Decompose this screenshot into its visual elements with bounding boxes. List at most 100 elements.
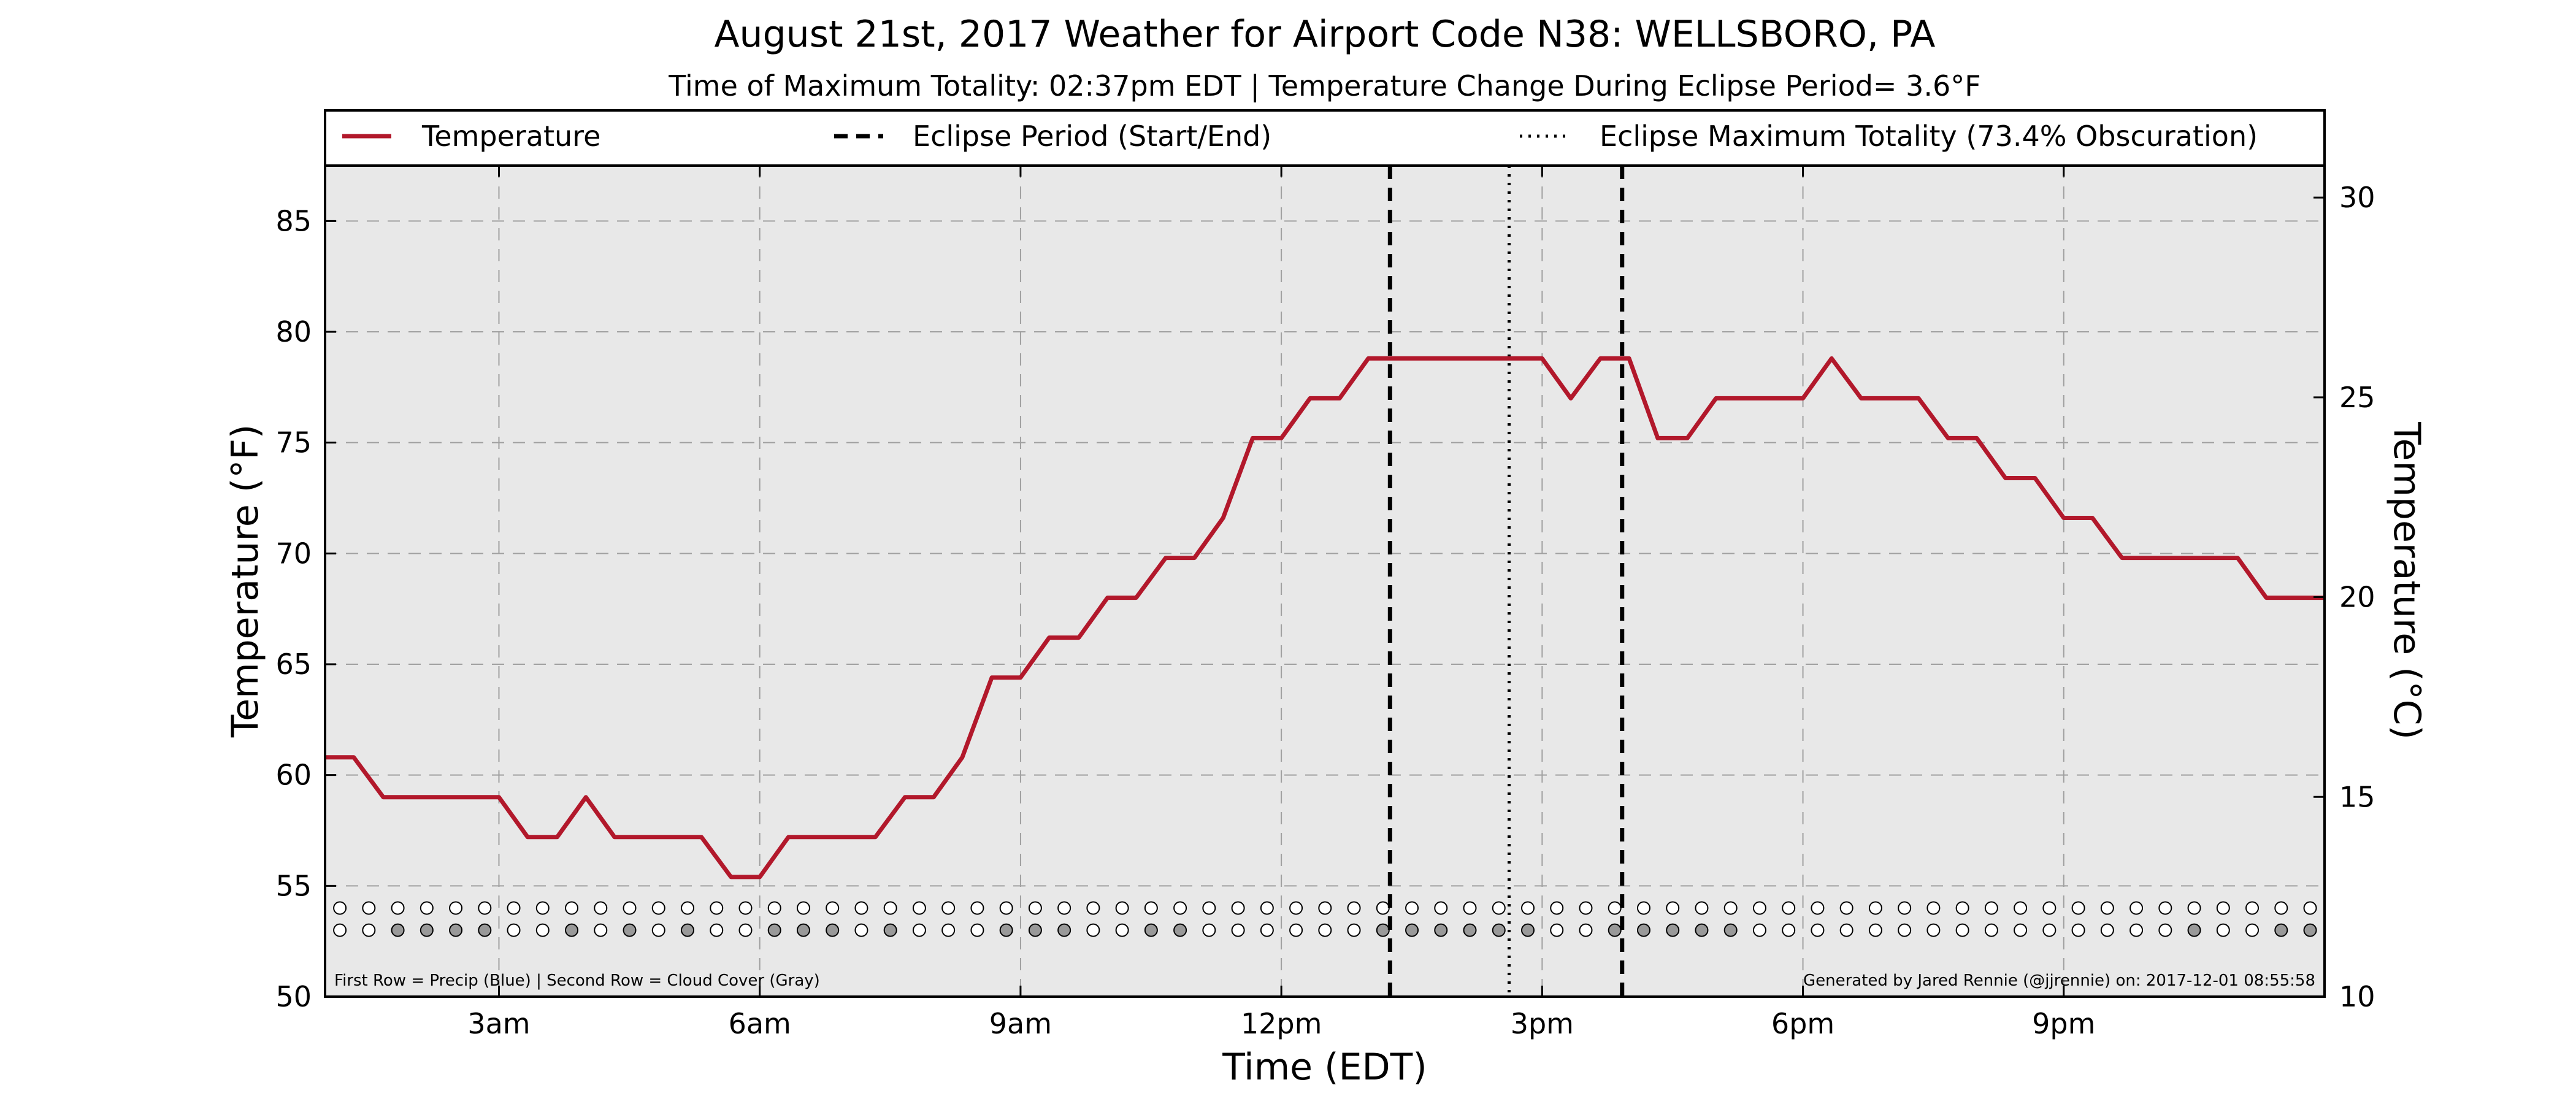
precip-marker (565, 901, 579, 915)
y-tick-label: 50 (275, 980, 312, 1013)
precip-marker (2245, 901, 2260, 915)
y2-axis-label: Temperature (°C) (2385, 421, 2428, 740)
cloud-marker (1984, 923, 1998, 937)
cloud-marker (420, 923, 434, 937)
cloud-marker (1318, 923, 1332, 937)
cloud-marker (2216, 923, 2230, 937)
precip-marker (1144, 901, 1158, 915)
y-axis-label: Temperature (°F) (224, 424, 267, 738)
x-tick-label: 3am (467, 1007, 530, 1040)
cloud-marker (2014, 923, 2028, 937)
precip-marker (1376, 901, 1390, 915)
series-layer (325, 356, 2325, 880)
precip-marker (1318, 901, 1332, 915)
cloud-marker (1868, 923, 1882, 937)
y2-tick-label: 20 (2339, 581, 2375, 614)
footnote-left: First Row = Precip (Blue) | Second Row =… (334, 972, 820, 990)
y2-tick-label: 15 (2339, 780, 2375, 813)
precip-marker (738, 901, 753, 915)
cloud-marker (680, 923, 694, 937)
precip-marker (1550, 901, 1564, 915)
precip-marker (2014, 901, 2028, 915)
plot-area (325, 166, 2325, 997)
x-axis-ticks: 3am 6am 9am 12pm 3pm 6pm 9pm (467, 166, 2095, 1040)
legend-label-eclipse-max: Eclipse Maximum Totality (73.4% Obscurat… (1600, 120, 2258, 153)
cloud-marker (999, 923, 1013, 937)
precip-marker (1608, 901, 1622, 915)
cloud-marker (1550, 923, 1564, 937)
legend-item-temperature: Temperature (342, 120, 600, 153)
legend-label-temperature: Temperature (421, 120, 600, 153)
precip-marker (1260, 901, 1274, 915)
cloud-marker (1636, 923, 1650, 937)
cloud-marker (2100, 923, 2114, 937)
precip-marker (651, 901, 665, 915)
precip-marker (970, 901, 984, 915)
chart-subtitle: Time of Maximum Totality: 02:37pm EDT | … (668, 69, 1980, 103)
precip-marker (1898, 901, 1912, 915)
cloud-marker (710, 923, 724, 937)
y2-tick-label: 10 (2339, 980, 2375, 1013)
x-tick-label: 12pm (1241, 1007, 1322, 1040)
cloud-marker (478, 923, 492, 937)
precip-marker (1955, 901, 1969, 915)
precip-marker (1463, 901, 1477, 915)
cloud-marker (2303, 923, 2317, 937)
cloud-marker (1434, 923, 1448, 937)
precip-marker (391, 901, 405, 915)
precip-marker (796, 901, 810, 915)
x-tick-label: 6pm (1771, 1007, 1834, 1040)
precip-marker (2071, 901, 2085, 915)
precip-marker (1579, 901, 1593, 915)
cloud-marker (1723, 923, 1738, 937)
cloud-marker (1347, 923, 1361, 937)
cloud-marker (1173, 923, 1187, 937)
precip-marker (941, 901, 956, 915)
precip-marker (2158, 901, 2172, 915)
y2-axis-ticks: 10 15 20 25 30 (2313, 181, 2375, 1013)
precip-marker (507, 901, 521, 915)
precip-marker (1347, 901, 1361, 915)
y-tick-label: 80 (275, 315, 312, 348)
precip-marker (2042, 901, 2057, 915)
cloud-marker (1376, 923, 1390, 937)
cloud-marker (1898, 923, 1912, 937)
y2-tick-label: 30 (2339, 181, 2375, 214)
precip-marker (2216, 901, 2230, 915)
precip-marker (1057, 901, 1071, 915)
precip-marker (1811, 901, 1825, 915)
legend: Temperature Eclipse Period (Start/End) E… (342, 120, 2258, 153)
precip-marker (912, 901, 926, 915)
precip-marker (1434, 901, 1448, 915)
cloud-marker (1028, 923, 1042, 937)
precip-marker (1752, 901, 1766, 915)
cloud-marker (1752, 923, 1766, 937)
cloud-marker (2274, 923, 2288, 937)
cloud-marker (1695, 923, 1709, 937)
precip-marker (1086, 901, 1100, 915)
precip-marker (1202, 901, 1216, 915)
cloud-marker (1782, 923, 1796, 937)
cloud-marker (1115, 923, 1129, 937)
precip-marker (2303, 901, 2317, 915)
precip-marker (1173, 901, 1187, 915)
cloud-marker (1492, 923, 1506, 937)
x-tick-label: 9pm (2032, 1007, 2095, 1040)
cloud-marker (854, 923, 868, 937)
legend-label-eclipse-period: Eclipse Period (Start/End) (913, 120, 1271, 153)
marker-rows (333, 901, 2317, 937)
legend-item-eclipse-max: Eclipse Maximum Totality (73.4% Obscurat… (1520, 120, 2258, 153)
cloud-marker (1289, 923, 1303, 937)
precip-marker (2274, 901, 2288, 915)
cloud-marker (826, 923, 840, 937)
cloud-marker (1579, 923, 1593, 937)
precip-marker (1666, 901, 1680, 915)
cloud-marker (1057, 923, 1071, 937)
cloud-marker (1608, 923, 1622, 937)
precip-marker (362, 901, 376, 915)
precip-marker (333, 901, 347, 915)
cloud-marker (449, 923, 463, 937)
cloud-marker (1839, 923, 1853, 937)
precip-marker (999, 901, 1013, 915)
precip-marker (1636, 901, 1650, 915)
